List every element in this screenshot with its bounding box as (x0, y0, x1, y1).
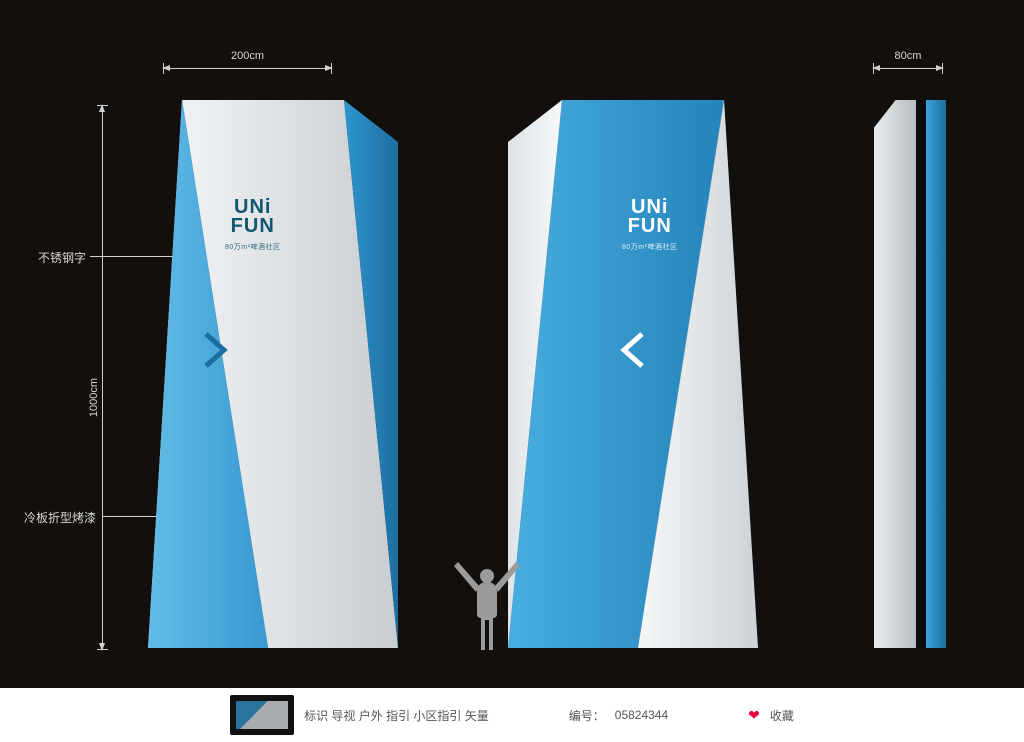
heart-icon: ❤ (748, 707, 760, 724)
dimension-height-label: 1000cm (88, 378, 100, 417)
footer-bar: 标识 导视 户外 指引 小区指引 矢量 编号： 05824344 ❤ 收藏 (0, 688, 1024, 742)
back-logo: UNi FUN 80万m²啤酒社区 (622, 198, 677, 252)
footer-id-label: 编号： (569, 707, 605, 724)
footer-tags: 标识 导视 户外 指引 小区指引 矢量 (304, 707, 489, 724)
annotation-cold-plate: 冷板折型烤漆 (24, 509, 96, 526)
footer-collect[interactable]: ❤ 收藏 (748, 707, 794, 724)
dimension-width-label: 200cm (231, 50, 264, 62)
back-chevron-left-icon (618, 330, 648, 370)
front-logo-line2: FUN (225, 217, 280, 236)
scale-person-icon (450, 558, 524, 654)
dimension-depth-top: 80cm (873, 68, 943, 69)
front-logo: UNi FUN 80万m²啤酒社区 (225, 198, 280, 252)
dimension-width-top: 200cm (163, 68, 332, 69)
back-logo-sub: 80万m²啤酒社区 (622, 242, 677, 252)
back-view-panel (500, 100, 760, 655)
dimension-depth-label: 80cm (895, 50, 922, 62)
dimension-height: 1000cm (102, 105, 103, 650)
front-view-panel (148, 100, 408, 655)
footer-thumb-item: 标识 导视 户外 指引 小区指引 矢量 (230, 695, 489, 735)
side-view-panel (868, 100, 948, 655)
footer-thumbnail-icon (230, 695, 294, 735)
front-logo-sub: 80万m²啤酒社区 (225, 242, 280, 252)
front-chevron-right-icon (200, 330, 230, 370)
footer-id-item: 编号： 05824344 (569, 707, 668, 724)
footer-collect-label: 收藏 (770, 707, 794, 724)
annotation-steel-letters: 不锈钢字 (38, 249, 86, 266)
footer-id-value: 05824344 (615, 708, 668, 722)
back-logo-line2: FUN (622, 217, 677, 236)
